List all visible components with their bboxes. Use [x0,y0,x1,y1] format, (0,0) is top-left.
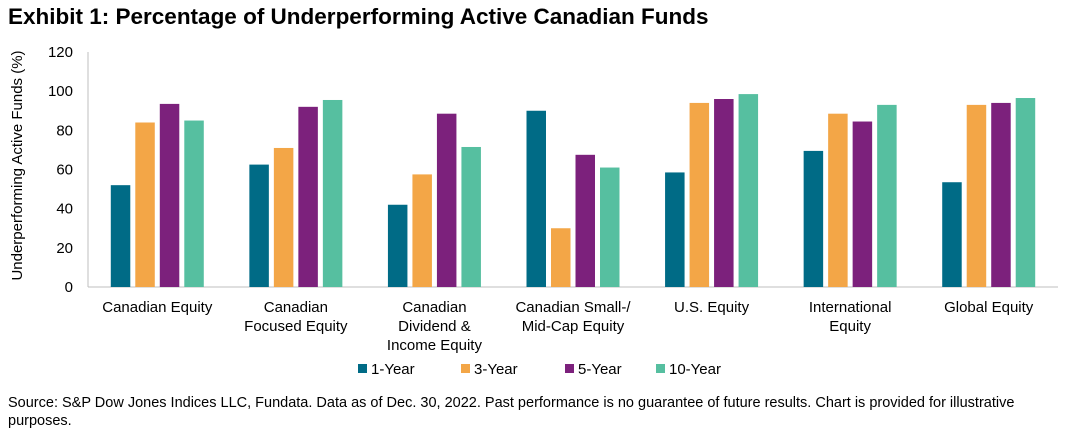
legend-swatch [461,364,470,373]
category-labels: Canadian Equity Canadian Focused EquityCan… [102,299,1034,354]
category-label-line: Focused Equity [244,318,348,335]
legend-swatch [565,364,574,373]
bar-1-year [249,164,269,287]
legend-label: 3-Year [474,361,518,378]
category-label: Canadian Focused Equity [244,299,348,335]
legend-swatch [656,364,665,373]
bars [110,94,1036,288]
bar-3-year [412,174,432,287]
bar-3-year [828,113,848,287]
chart-title: Exhibit 1: Percentage of Underperforming… [8,4,709,29]
bar-3-year [689,102,710,287]
bar-10-year [1015,98,1036,288]
bar-5-year [298,106,318,287]
category-label: Canadian Small-/ Mid-Cap Equity [515,299,631,335]
bar-5-year [991,102,1011,287]
bar-10-year [738,94,759,287]
bar-1-year [803,150,824,287]
y-tick-label: 20 [56,240,73,257]
bar-1-year [665,172,685,287]
category-label-line: Income Equity [387,337,483,354]
bar-10-year [184,120,204,287]
category-label: Canadian Dividend & Income Equity [387,299,483,354]
y-tick-label: 80 [56,122,73,139]
bar-3-year [551,228,571,287]
category-label-line: Global Equity [944,299,1034,316]
legend-label: 10-Year [669,361,721,378]
category-label-line: International [809,299,892,316]
y-axis-label: Underperforming Active Funds (%) [9,50,26,280]
y-tick-label: 40 [56,201,73,218]
bar-5-year [159,103,180,288]
category-label: U.S. Equity [674,299,750,316]
category-label-line: Canadian Equity [102,299,213,316]
legend: 1-Year 3-Year 5-Year 10-Year [358,361,721,378]
bar-5-year [852,121,873,288]
category-label-line: U.S. Equity [674,299,750,316]
bar-3-year [273,147,294,287]
bar-5-year [436,113,457,287]
bar-1-year [110,185,131,287]
category-label: Canadian Equity [102,299,213,316]
bar-1-year [526,110,546,287]
legend-swatch [358,364,367,373]
category-label-line: Canadian Small-/ [515,299,631,316]
legend-label: 1-Year [371,361,415,378]
bar-3-year [966,104,987,288]
category-label-line: Dividend & [398,318,471,335]
bar-10-year [322,99,343,287]
y-tick-label: 60 [56,162,73,179]
bar-1-year [942,182,962,287]
bar-chart: 0 20 40 60 80 100 120 Underperforming Active Fu… [9,44,1058,378]
bar-10-year [877,104,897,288]
bar-5-year [714,99,734,287]
bar-3-year [135,122,155,287]
bar-10-year [600,167,620,287]
category-label-line: Mid-Cap Equity [522,318,625,335]
category-label-line: Canadian [264,299,328,316]
y-tick-label: 100 [48,83,73,100]
category-label: Global Equity [944,299,1034,316]
category-label: International Equity [809,299,892,335]
bar-1-year [387,204,408,287]
y-tick-label: 120 [48,44,73,61]
axes: 0 20 40 60 80 100 120 Underperforming Active Fu… [9,44,1058,296]
category-label-line: Equity [829,318,871,335]
legend-label: 5-Year [578,361,622,378]
category-label-line: Canadian [402,299,466,316]
source-note: Source: S&P Dow Jones Indices LLC, Funda… [8,395,1015,429]
y-tick-label: 0 [65,279,73,296]
bar-5-year [575,154,595,287]
bar-10-year [461,146,481,287]
